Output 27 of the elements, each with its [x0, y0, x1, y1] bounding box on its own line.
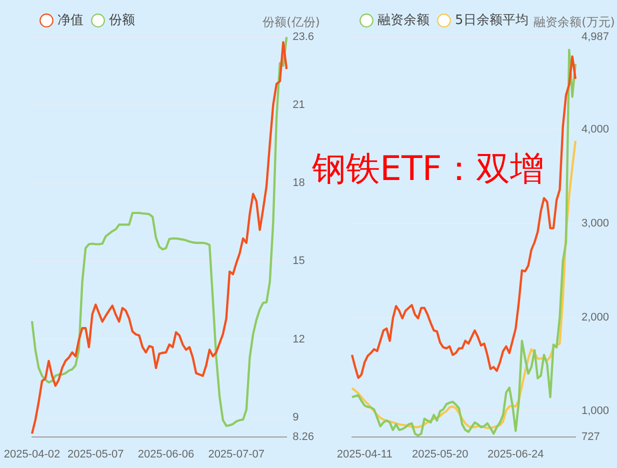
y-tick-label: 3,000 — [581, 218, 610, 230]
legend-label: 5日余额平均 — [455, 12, 528, 28]
legend-label: 融资余额 — [378, 12, 430, 28]
y-tick-label: 727 — [581, 430, 600, 443]
y-tick-label: 1,000 — [581, 405, 610, 418]
y-tick-label: 9 — [292, 412, 299, 424]
y-tick-label: 8.26 — [292, 430, 314, 443]
x-tick-label: 2025-06-24 — [488, 448, 544, 460]
legend-label: 净值 — [58, 12, 84, 28]
y-axis-title: 融资余额(万元) — [534, 15, 615, 30]
y-tick-label: 4,000 — [581, 124, 610, 136]
x-tick-label: 2025-05-07 — [68, 448, 124, 460]
y-tick-label: 2,000 — [581, 311, 610, 324]
x-tick-label: 2025-07-07 — [208, 448, 264, 460]
y-tick-label: 23.6 — [292, 31, 314, 44]
x-tick-label: 2025-05-20 — [412, 448, 468, 460]
x-tick-label: 2025-04-02 — [4, 448, 60, 460]
y-tick-label: 4,987 — [581, 31, 610, 44]
legend-label: 份额 — [109, 12, 135, 28]
y-tick-label: 12 — [292, 333, 305, 346]
y-tick-label: 21 — [292, 98, 305, 111]
x-tick-label: 2025-06-06 — [138, 448, 194, 460]
y-axis-title: 份额(亿份) — [262, 15, 320, 30]
y-tick-label: 15 — [292, 255, 305, 268]
x-tick-label: 2025-04-11 — [336, 448, 392, 460]
text: 钢铁ETF：双增 — [312, 148, 544, 191]
y-tick-label: 18 — [292, 176, 305, 189]
